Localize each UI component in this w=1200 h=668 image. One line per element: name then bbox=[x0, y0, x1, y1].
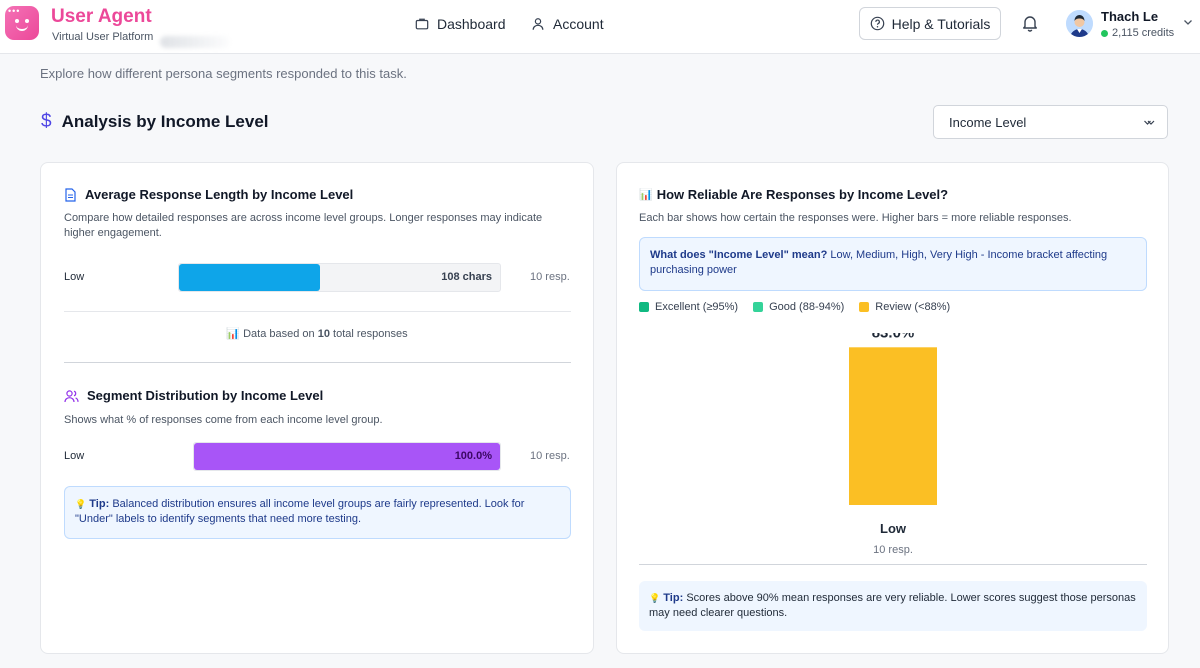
legend-label: Excellent (≥95%) bbox=[655, 301, 739, 313]
response-length-description: Compare how detailed responses are acros… bbox=[64, 212, 543, 239]
nav-dashboard[interactable]: Dashboard bbox=[415, 0, 506, 48]
bar-chart-icon: 📊 bbox=[226, 328, 241, 340]
chart-divider bbox=[639, 564, 1147, 565]
status-dot bbox=[1101, 29, 1108, 37]
help-tutorials-label: Help & Tutorials bbox=[891, 15, 991, 32]
legend-swatch bbox=[859, 302, 870, 312]
credits-balance: 2,115 credits bbox=[1101, 27, 1174, 39]
chart-legend: Excellent (≥95%) Good (88-94%) Review (<… bbox=[639, 301, 950, 313]
response-length-bar bbox=[179, 264, 321, 291]
bar-chart-icon: 📊 bbox=[639, 189, 653, 201]
distribution-bar bbox=[194, 443, 500, 470]
response-length-heading: Average Response Length by Income Level bbox=[64, 187, 353, 202]
nav-account[interactable]: Account bbox=[531, 0, 604, 48]
avatar[interactable] bbox=[1066, 10, 1093, 37]
dollar-icon: $ bbox=[41, 111, 52, 132]
reliability-bar bbox=[849, 347, 937, 505]
bar-category-label: Low bbox=[880, 521, 907, 536]
response-length-bar-track: 108 chars bbox=[178, 263, 501, 292]
distribution-description: Shows what % of responses come from each… bbox=[64, 414, 383, 426]
brand-title[interactable]: User Agent bbox=[51, 6, 152, 27]
legend-swatch bbox=[753, 302, 764, 312]
distribution-bar-track: 100.0% bbox=[193, 442, 501, 471]
distribution-value: 100.0% bbox=[454, 450, 492, 462]
info-label: What does "Income Level" mean? bbox=[650, 249, 828, 261]
response-length-value: 108 chars bbox=[441, 271, 492, 283]
bar-value-label: 83.0% bbox=[872, 333, 915, 341]
lightbulb-icon: 💡 bbox=[649, 593, 661, 603]
document-icon bbox=[65, 187, 76, 202]
legend-item-review: Review (<88%) bbox=[859, 301, 950, 313]
data-note-total: 10 bbox=[317, 328, 330, 340]
section-title: Analysis by Income Level bbox=[61, 112, 269, 131]
segment-select-value: Income Level bbox=[949, 114, 1027, 130]
briefcase-icon bbox=[415, 18, 429, 30]
legend-swatch bbox=[639, 302, 649, 312]
section-divider bbox=[64, 362, 571, 363]
reliability-title: How Reliable Are Responses by Income Lev… bbox=[656, 187, 949, 202]
response-length-title: Average Response Length by Income Level bbox=[85, 187, 354, 202]
logo-icon[interactable]: ••• bbox=[5, 6, 39, 40]
nav-dashboard-label: Dashboard bbox=[437, 16, 506, 32]
reliability-tip: 💡 Tip: Scores above 90% mean responses a… bbox=[639, 581, 1147, 631]
section-heading: $ Analysis by Income Level bbox=[41, 111, 269, 133]
lightbulb-icon: 💡 bbox=[75, 499, 87, 509]
top-navigation-bar: ••• User Agent Virtual User Platform Das… bbox=[0, 0, 1200, 54]
legend-item-excellent: Excellent (≥95%) bbox=[639, 301, 738, 313]
legend-label: Review (<88%) bbox=[875, 301, 951, 313]
distribution-title: Segment Distribution by Income Level bbox=[87, 388, 324, 403]
distribution-tip-label: Tip: bbox=[89, 498, 110, 510]
user-icon bbox=[532, 18, 544, 30]
reliability-heading: 📊 How Reliable Are Responses by Income L… bbox=[639, 187, 948, 202]
blurred-area bbox=[160, 36, 230, 48]
data-note-prefix: Data based on bbox=[243, 328, 315, 340]
reliability-card: 📊 How Reliable Are Responses by Income L… bbox=[616, 162, 1169, 654]
help-circle-icon bbox=[870, 16, 884, 31]
reliability-chart: 83.0% Low 10 resp. bbox=[849, 333, 937, 556]
info-text: Low, Medium, High, Very High - Income br… bbox=[650, 249, 1108, 276]
distribution-count: 10 resp. bbox=[530, 450, 570, 462]
credits-label: 2,115 credits bbox=[1112, 27, 1175, 39]
income-level-info: What does "Income Level" mean? Low, Medi… bbox=[639, 237, 1147, 291]
divider bbox=[64, 311, 571, 312]
brand-subtitle: Virtual User Platform bbox=[52, 31, 154, 43]
user-name[interactable]: Thach Le bbox=[1101, 9, 1159, 24]
help-tutorials-button[interactable]: Help & Tutorials bbox=[859, 7, 1001, 40]
distribution-heading: Segment Distribution by Income Level bbox=[64, 388, 323, 403]
bell-icon[interactable] bbox=[1020, 13, 1040, 33]
distribution-row-label: Low bbox=[64, 450, 85, 462]
legend-label: Good (88-94%) bbox=[769, 301, 845, 313]
reliability-description: Each bar shows how certain the responses… bbox=[639, 212, 1072, 224]
distribution-tip-text: Balanced distribution ensures all income… bbox=[75, 498, 525, 525]
reliability-tip-text: Scores above 90% mean responses are very… bbox=[649, 592, 1136, 619]
chevron-down-icon[interactable] bbox=[1183, 17, 1193, 27]
legend-item-good: Good (88-94%) bbox=[753, 301, 844, 313]
nav-account-label: Account bbox=[553, 16, 604, 32]
intro-text: Explore how different persona segments r… bbox=[40, 66, 407, 81]
response-length-card: Average Response Length by Income Level … bbox=[40, 162, 594, 654]
segment-select[interactable]: Income Level bbox=[933, 105, 1168, 139]
bar-count-label: 10 resp. bbox=[873, 544, 913, 556]
users-icon bbox=[64, 389, 79, 402]
response-length-row-label: Low bbox=[64, 271, 85, 283]
distribution-tip: 💡 Tip: Balanced distribution ensures all… bbox=[64, 486, 571, 539]
chevron-down-icon bbox=[1144, 120, 1155, 125]
response-length-count: 10 resp. bbox=[530, 271, 570, 283]
data-note-suffix: total responses bbox=[333, 328, 408, 340]
data-note: 📊 Data based on 10 total responses bbox=[41, 327, 593, 340]
reliability-tip-label: Tip: bbox=[663, 592, 684, 604]
